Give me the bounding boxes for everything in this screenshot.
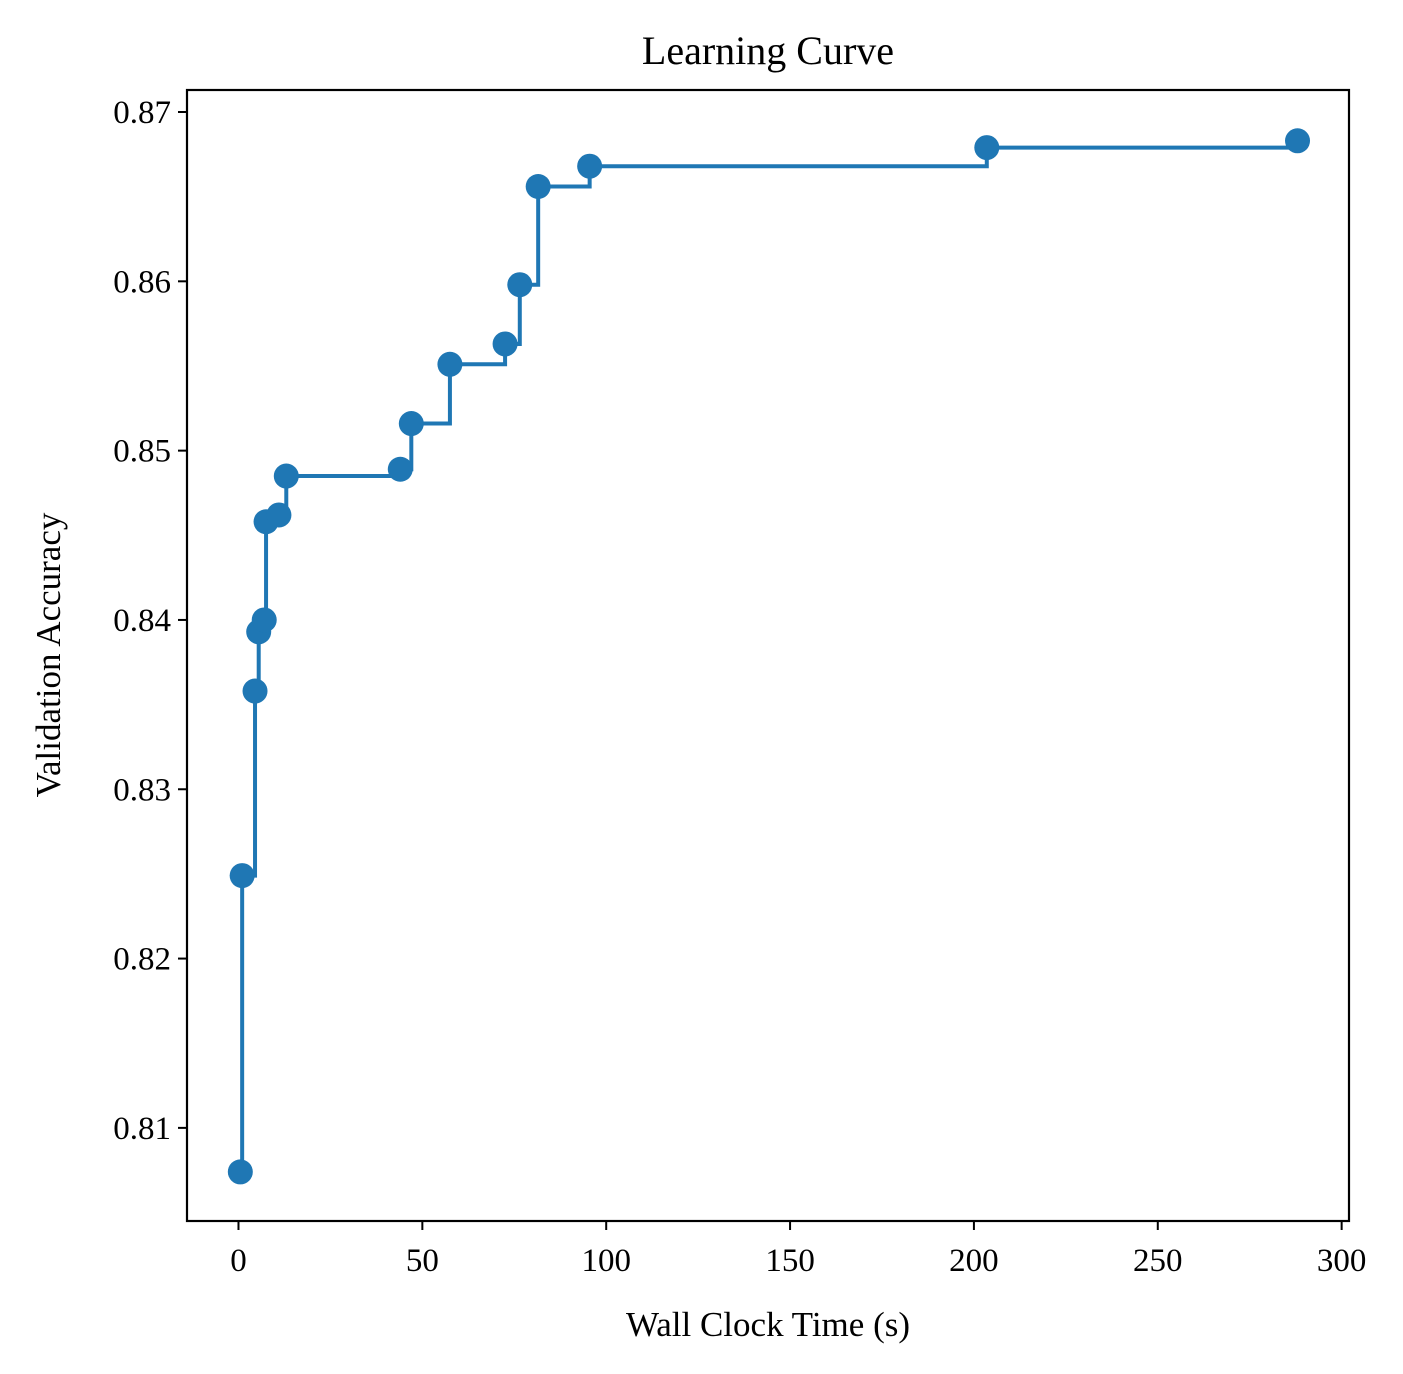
x-tick-label: 150 xyxy=(765,1243,815,1279)
data-point xyxy=(525,174,551,200)
data-point xyxy=(251,607,277,633)
x-tick-label: 100 xyxy=(581,1243,631,1279)
y-tick-label: 0.83 xyxy=(113,772,171,808)
data-point xyxy=(242,678,268,704)
x-tick-label: 300 xyxy=(1317,1243,1367,1279)
y-tick-label: 0.86 xyxy=(113,264,171,300)
data-point xyxy=(273,463,299,489)
chart-title: Learning Curve xyxy=(642,28,894,73)
data-point xyxy=(974,135,1000,161)
plot-frame xyxy=(185,88,1351,1223)
data-point xyxy=(577,153,603,179)
x-axis-ticks: 0 50 100 150 200 250 300 xyxy=(230,1221,1366,1279)
data-point xyxy=(492,331,518,357)
data-point xyxy=(398,411,424,437)
y-tick-label: 0.85 xyxy=(113,434,171,470)
y-tick-label: 0.82 xyxy=(113,942,171,978)
y-tick-label: 0.84 xyxy=(113,603,171,639)
y-tick-label: 0.87 xyxy=(113,95,171,131)
y-tick-label: 0.81 xyxy=(113,1111,171,1147)
x-axis-label: Wall Clock Time (s) xyxy=(626,1305,910,1344)
data-point xyxy=(437,351,463,377)
y-axis-label: Validation Accuracy xyxy=(29,512,68,797)
data-point xyxy=(229,863,255,889)
data-point xyxy=(507,272,533,298)
plot-area xyxy=(227,128,1311,1185)
x-tick-label: 0 xyxy=(230,1243,247,1279)
x-tick-label: 250 xyxy=(1133,1243,1183,1279)
x-tick-label: 200 xyxy=(949,1243,999,1279)
data-point xyxy=(266,502,292,528)
data-point xyxy=(227,1159,253,1185)
series-step-line xyxy=(240,140,1300,1174)
x-tick-label: 50 xyxy=(406,1243,439,1279)
data-point xyxy=(1285,128,1311,154)
data-point xyxy=(387,456,413,482)
y-axis-ticks: 0.81 0.82 0.83 0.84 0.85 0.86 0.87 xyxy=(113,95,187,1147)
